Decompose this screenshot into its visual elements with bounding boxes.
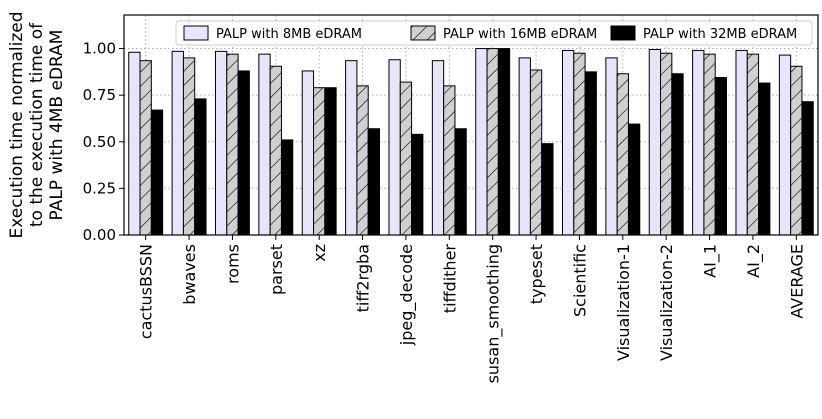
bar-parset-1 <box>258 53 271 236</box>
x-tick-label: tiffdither <box>440 244 459 314</box>
bar-tiff2rgba-1 <box>345 60 358 236</box>
y-tick-label: 0.00 <box>83 226 116 244</box>
bar-AI_1-1 <box>692 49 705 236</box>
bar-bwaves-2 <box>182 57 196 236</box>
bar-bwaves-3 <box>194 98 207 236</box>
bar-Visualization-2-2 <box>660 52 673 236</box>
x-tick-label: roms <box>223 244 242 284</box>
bar-xz-1 <box>301 70 315 236</box>
bar-tiffdither-1 <box>431 60 445 236</box>
plot-frame <box>123 14 819 236</box>
x-tick-label: Visualization-1 <box>614 244 633 361</box>
bar-Visualization-1-3 <box>627 123 641 236</box>
bar-typeset-3 <box>541 143 554 236</box>
bar-AVERAGE-1 <box>778 54 792 236</box>
x-tick-label: xz <box>310 244 329 262</box>
bar-susan_smoothing-2 <box>486 48 499 236</box>
y-tick-label: 0.25 <box>83 179 116 197</box>
bar-tiffdither-3 <box>454 128 467 236</box>
legend: PALP with 8MB eDRAM PALP with 16MB eDRAM P… <box>175 20 813 46</box>
bar-parset-2 <box>269 65 282 236</box>
legend-label-2: PALP with 16MB eDRAM <box>443 27 597 42</box>
bar-roms-1 <box>214 50 228 236</box>
x-tick-label: jpeg_decode <box>397 244 417 346</box>
x-tick-label: AI_2 <box>744 244 764 278</box>
x-tick-label: parset <box>267 244 286 295</box>
bar-Scientific-3 <box>584 71 597 236</box>
x-tick-label: Scientific <box>570 244 589 317</box>
y-axis-title: Execution time normalizedto the executio… <box>7 11 67 238</box>
x-tick-label: susan_smoothing <box>484 244 504 383</box>
legend-label-3: PALP with 32MB eDRAM <box>643 27 797 42</box>
bar-AI_1-2 <box>703 53 716 236</box>
bar-parset-3 <box>280 139 294 236</box>
bar-AI_2-3 <box>758 82 771 236</box>
x-tick-label: AVERAGE <box>787 244 806 319</box>
bar-AI_1-3 <box>714 76 728 236</box>
bar-Scientific-1 <box>561 49 575 236</box>
x-tick-label: Visualization-2 <box>657 244 676 361</box>
grid-lines <box>124 15 818 236</box>
bar-jpeg_decode-3 <box>411 133 424 236</box>
bar-roms-3 <box>237 70 250 236</box>
bar-susan_smoothing-1 <box>475 48 488 236</box>
legend-box <box>175 20 813 46</box>
bar-xz-2 <box>313 87 326 236</box>
x-tick-label: AI_1 <box>701 244 721 278</box>
bar-Visualization-1-2 <box>616 73 629 236</box>
x-tick-label: tiff2rgba <box>354 244 373 312</box>
bar-Visualization-2-3 <box>671 73 684 236</box>
bar-Visualization-2-1 <box>648 48 662 236</box>
bar-tiff2rgba-2 <box>356 85 369 236</box>
bar-jpeg_decode-2 <box>399 81 413 236</box>
y-axis-title-line: to the execution time of <box>27 22 47 227</box>
bar-bwaves-1 <box>171 50 184 236</box>
x-tick-label: bwaves <box>180 244 199 305</box>
bar-AI_2-2 <box>746 53 760 236</box>
y-tick-label: 0.50 <box>83 133 116 151</box>
y-tick-label: 0.75 <box>83 86 116 104</box>
bar-typeset-2 <box>529 69 543 236</box>
bar-cactusBSSN-2 <box>139 60 152 236</box>
bar-xz-3 <box>324 87 337 236</box>
y-axis-label: Execution time normalizedto the executio… <box>7 11 67 238</box>
bar-typeset-1 <box>518 57 531 236</box>
bar-AI_2-1 <box>735 49 748 236</box>
legend-label-1: PALP with 8MB eDRAM <box>216 27 362 42</box>
legend-swatch-2 <box>410 25 436 41</box>
legend-swatch-1 <box>183 25 209 41</box>
bar-AVERAGE-2 <box>790 65 803 236</box>
bar-tiffdither-2 <box>443 85 456 236</box>
y-axis-title-line: Execution time normalized <box>7 11 27 238</box>
legend-swatch-3 <box>610 25 636 41</box>
bars <box>128 48 814 236</box>
bar-Visualization-1-1 <box>605 57 618 236</box>
bar-tiff2rgba-3 <box>367 128 381 236</box>
bar-AVERAGE-3 <box>801 101 814 236</box>
bar-roms-2 <box>226 53 239 236</box>
x-tick-label: cactusBSSN <box>137 244 156 339</box>
bar-cactusBSSN-1 <box>128 51 141 236</box>
bar-Scientific-2 <box>573 52 586 236</box>
bar-cactusBSSN-3 <box>150 109 164 236</box>
bar-jpeg_decode-1 <box>388 59 401 236</box>
y-tick-label: 1.00 <box>83 40 116 58</box>
axes: 0.00 0.25 0.50 0.75 1.00 cactusBSSN bwaves roms… <box>83 14 819 383</box>
bar-susan_smoothing-3 <box>497 48 511 236</box>
y-axis-title-line: PALP with 4MB eDRAM <box>47 30 67 221</box>
x-tick-label: typeset <box>527 244 546 304</box>
